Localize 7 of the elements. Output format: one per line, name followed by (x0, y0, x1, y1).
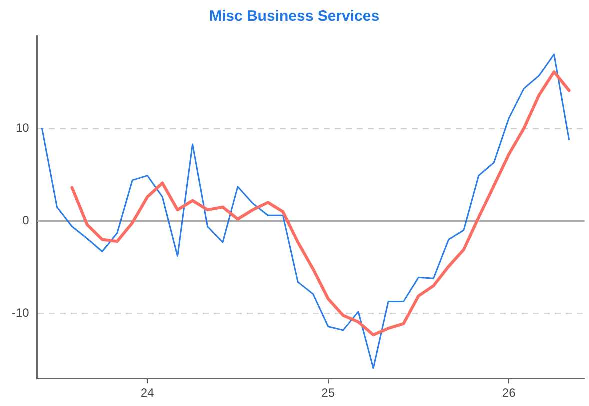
x-tick-label: 26 (502, 386, 516, 400)
y-tick-label: -10 (12, 306, 30, 320)
x-tick-label: 24 (140, 386, 155, 400)
y-tick-label: 0 (22, 214, 30, 228)
chart-title: Misc Business Services (209, 8, 380, 26)
y-tick-label: 10 (16, 120, 30, 135)
x-tick-label: 25 (322, 386, 336, 400)
